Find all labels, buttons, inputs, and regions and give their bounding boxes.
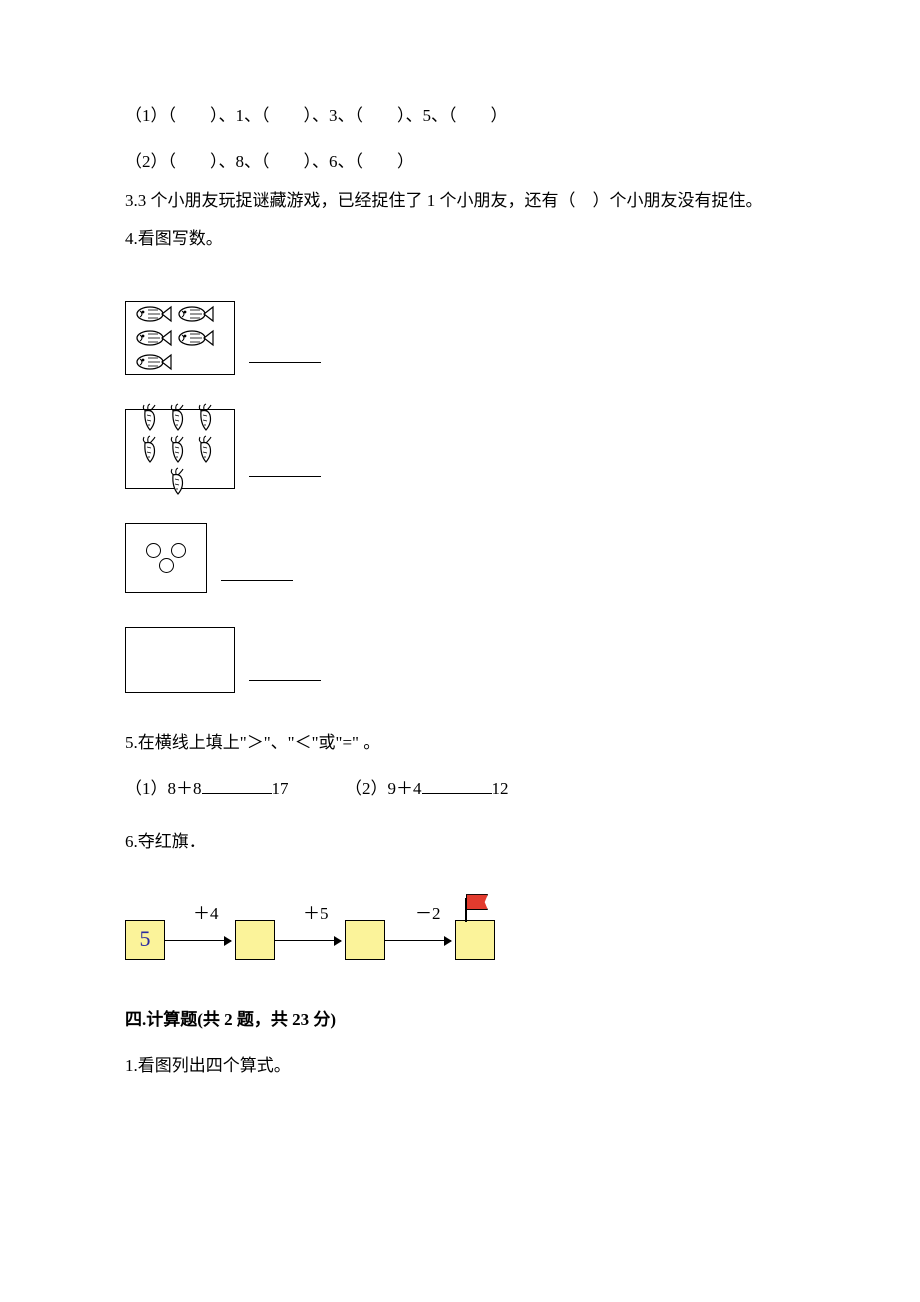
q4-image-box [125,627,235,693]
circle-icon [171,543,186,558]
fish-icon [176,304,214,324]
q5-item-1-rhs: 17 [272,779,289,798]
arrow-icon [165,940,231,942]
q4-boxes [125,301,795,693]
chain-answer-box[interactable] [455,920,495,960]
q1-line1: （1）（ ）、1、（ ）、3、（ ）、5、（ ） [125,100,795,132]
section4-heading: 四.计算题(共 2 题，共 23 分) [125,1004,795,1036]
q4-image-box [125,301,235,375]
chain-op-label: ＋4 [193,898,219,930]
q5-item-2-lhs: （2）9＋4 [345,779,422,798]
chain-start-box: 5 [125,920,165,960]
carrot-icon [140,403,164,431]
circle-icon [159,558,174,573]
fish-icon [134,328,172,348]
carrot-icon [140,435,164,463]
q4-answer-blank[interactable] [249,475,321,477]
q5-title: 5.在横线上填上"＞"、"＜"或"=" 。 [125,727,795,759]
q4-row [125,409,795,489]
arrow-icon [385,940,451,942]
circle-icon [146,543,161,558]
q6-chain: 5 ＋4 ＋5 －2 [125,890,795,970]
q4-title: 4.看图写数。 [125,223,795,255]
chain-answer-box[interactable] [345,920,385,960]
fish-icon [134,352,172,372]
carrot-icon [196,403,220,431]
carrot-icon [168,403,192,431]
q4-row [125,523,795,593]
q4-row [125,627,795,693]
q5-blank-2[interactable] [422,776,492,794]
carrot-icon [168,435,192,463]
chain-op-label: －2 [415,898,441,930]
q1-line2: （2）（ ）、8、（ ）、6、（ ） [125,146,795,178]
arrow-icon [275,940,341,942]
q5-items: （1）8＋8 17 （2）9＋4 12 [125,773,795,805]
q5-item-2-rhs: 12 [492,779,509,798]
fish-icon [176,328,214,348]
q4-answer-blank[interactable] [249,679,321,681]
fish-icon [134,304,172,324]
q4-image-box [125,409,235,489]
carrot-icon [168,467,192,495]
chain-answer-box[interactable] [235,920,275,960]
carrot-icon [196,435,220,463]
q4-answer-blank[interactable] [249,361,321,363]
q5-blank-1[interactable] [202,776,272,794]
q4-image-box [125,523,207,593]
q6-title: 6.夺红旗． [125,826,795,858]
q5-item-1-lhs: （1）8＋8 [125,779,202,798]
section4-q1: 1.看图列出四个算式。 [125,1050,795,1082]
q4-answer-blank[interactable] [221,579,293,581]
q3-text: 3.3 个小朋友玩捉谜藏游戏，已经捉住了 1 个小朋友，还有（ ）个小朋友没有捉… [125,185,795,217]
chain-op-label: ＋5 [303,898,329,930]
q4-row [125,301,795,375]
